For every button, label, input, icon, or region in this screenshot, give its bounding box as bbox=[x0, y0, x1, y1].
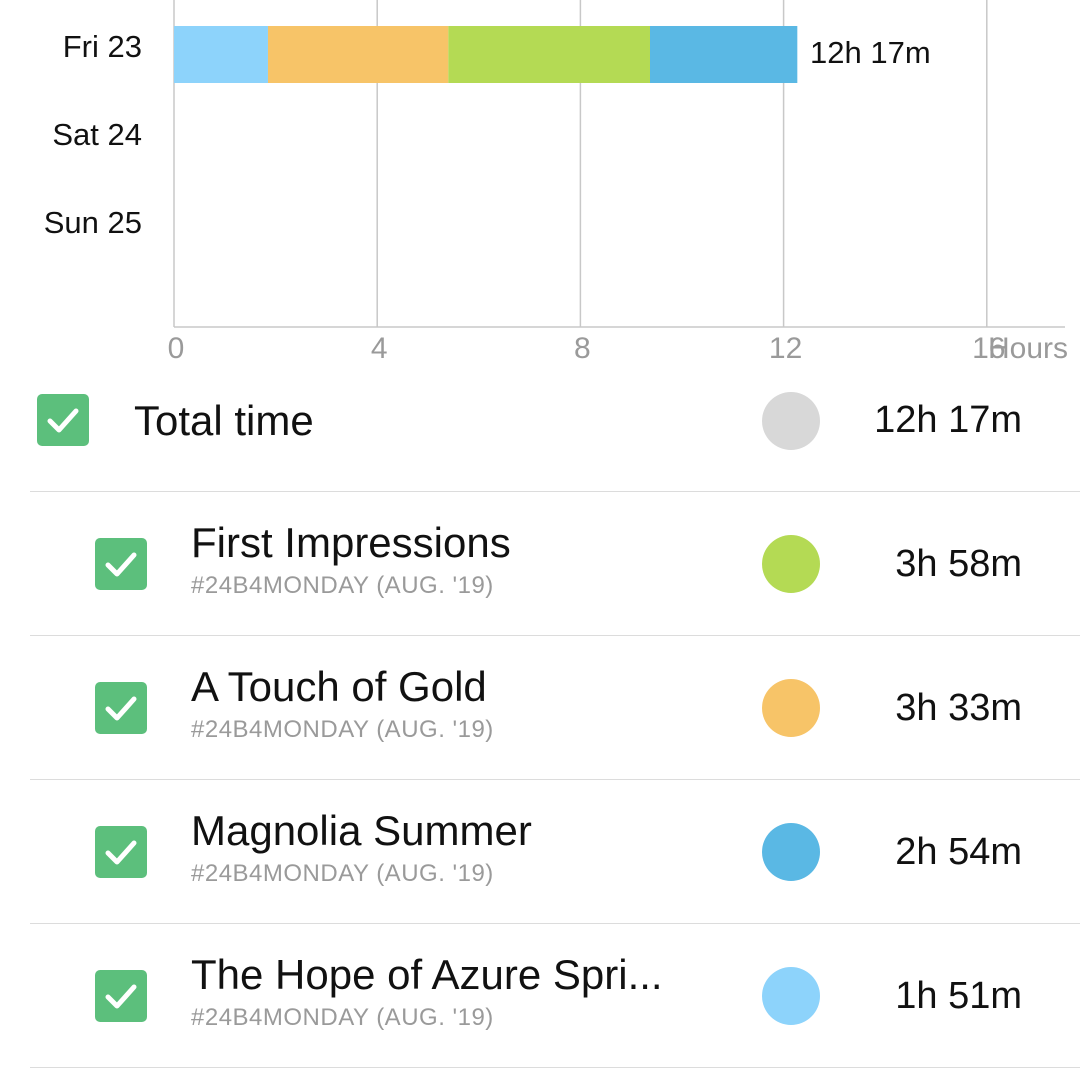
project-subtitle: #24B4MONDAY (AUG. '19) bbox=[191, 572, 494, 599]
x-tick-label: 8 bbox=[574, 332, 591, 365]
bar-segment bbox=[448, 26, 650, 83]
daily-time-chart: 0 4 8 12 16 Hours Fri 23 Sat 24 Sun 25 12h 17… bbox=[0, 0, 1080, 370]
project-subtitle: #24B4MONDAY (AUG. '19) bbox=[191, 1004, 494, 1031]
project-color-dot bbox=[762, 535, 820, 593]
x-axis-unit-label: Hours bbox=[988, 332, 1068, 365]
row-divider bbox=[30, 779, 1080, 780]
project-duration: 3h 33m bbox=[895, 687, 1022, 729]
bar-total-label-fri: 12h 17m bbox=[810, 35, 931, 70]
project-duration: 3h 58m bbox=[895, 543, 1022, 585]
project-duration: 2h 54m bbox=[895, 831, 1022, 873]
total-time-label: Total time bbox=[134, 397, 314, 444]
checkmark-icon bbox=[105, 696, 137, 721]
row-divider bbox=[30, 491, 1080, 492]
project-subtitle: #24B4MONDAY (AUG. '19) bbox=[191, 716, 494, 743]
project-title: Magnolia Summer bbox=[191, 807, 532, 854]
bar-segment bbox=[649, 26, 798, 83]
total-checkbox[interactable] bbox=[37, 394, 89, 446]
x-tick-label: 12 bbox=[769, 332, 802, 365]
checkmark-icon bbox=[105, 552, 137, 577]
total-time-row[interactable]: Total time 12h 17m bbox=[0, 350, 1080, 492]
project-row[interactable]: A Touch of Gold #24B4MONDAY (AUG. '19) 3… bbox=[0, 636, 1080, 780]
day-label-fri: Fri 23 bbox=[62, 29, 142, 64]
checkmark-icon bbox=[105, 984, 137, 1009]
project-color-dot bbox=[762, 823, 820, 881]
project-title: A Touch of Gold bbox=[191, 663, 487, 710]
checkmark-icon bbox=[105, 840, 137, 865]
x-tick-label: 4 bbox=[371, 332, 388, 365]
project-color-dot bbox=[762, 967, 820, 1025]
row-divider bbox=[30, 923, 1080, 924]
project-color-dot bbox=[762, 679, 820, 737]
total-duration: 12h 17m bbox=[874, 399, 1022, 441]
project-checkbox[interactable] bbox=[95, 826, 147, 878]
row-divider bbox=[30, 635, 1080, 636]
project-subtitle: #24B4MONDAY (AUG. '19) bbox=[191, 860, 494, 887]
project-row[interactable]: First Impressions #24B4MONDAY (AUG. '19)… bbox=[0, 492, 1080, 636]
project-title: First Impressions bbox=[191, 519, 511, 566]
project-row[interactable]: Magnolia Summer #24B4MONDAY (AUG. '19) 2… bbox=[0, 780, 1080, 924]
total-color-dot bbox=[762, 392, 820, 450]
project-checkbox[interactable] bbox=[95, 682, 147, 734]
project-list: Total time 12h 17m First Impressions #24… bbox=[0, 350, 1080, 1080]
row-divider bbox=[30, 1067, 1080, 1068]
project-checkbox[interactable] bbox=[95, 538, 147, 590]
x-tick-label: 16 bbox=[972, 332, 1005, 365]
project-title: The Hope of Azure Spri... bbox=[191, 951, 663, 998]
bar-segment bbox=[174, 26, 268, 83]
day-label-sun: Sun 25 bbox=[43, 205, 142, 240]
day-label-sat: Sat 24 bbox=[52, 117, 142, 152]
x-tick-label: 0 bbox=[168, 332, 185, 365]
bar-segment bbox=[267, 26, 449, 83]
project-duration: 1h 51m bbox=[895, 975, 1022, 1017]
project-checkbox[interactable] bbox=[95, 970, 147, 1022]
project-row[interactable]: The Hope of Azure Spri... #24B4MONDAY (A… bbox=[0, 924, 1080, 1068]
checkmark-icon bbox=[47, 408, 79, 433]
